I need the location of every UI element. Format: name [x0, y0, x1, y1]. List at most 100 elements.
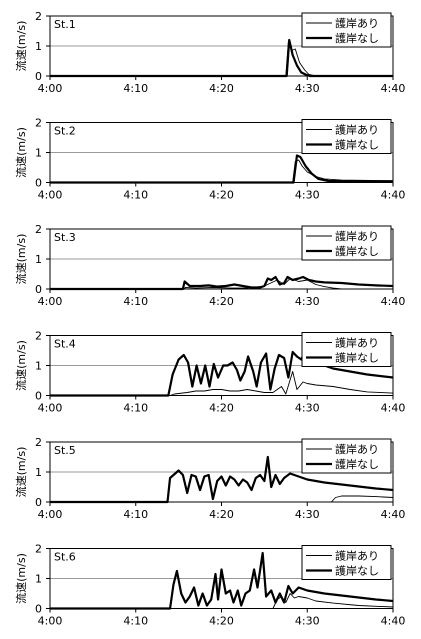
y-tick-label: 2	[35, 223, 42, 236]
x-tick-label: 4:20	[209, 615, 234, 628]
x-tick-label: 4:20	[209, 189, 234, 202]
y-tick-label: 0	[35, 283, 42, 296]
legend-label: 護岸あり	[335, 229, 379, 243]
x-tick-label: 4:40	[381, 615, 406, 628]
y-tick-label: 1	[35, 466, 42, 479]
series-line-gogan-nashi	[50, 38, 393, 78]
legend-label: 護岸なし	[335, 138, 379, 152]
y-tick-label: 0	[35, 496, 42, 509]
series-line-gogan-nashi	[50, 551, 394, 610]
y-tick-label: 1	[35, 40, 42, 53]
y-tick-label: 2	[35, 117, 42, 130]
chart-panel-5: 4:00 4:10 4:20 4:30 4:40 0 1 2 流速(m/s) St.5 護岸あり護岸…	[14, 436, 405, 521]
y-tick-label: 0	[35, 177, 42, 190]
legend-box	[301, 438, 392, 474]
legend-label: 護岸なし	[335, 457, 379, 471]
y-tick-label: 1	[35, 253, 42, 266]
chart-panel-3: 4:00 4:10 4:20 4:30 4:40 0 1 2 流速(m/s) St.3 護岸あり護岸…	[14, 223, 405, 308]
series-line-gogan-ari	[50, 278, 393, 290]
station-label: St.3	[54, 231, 76, 244]
x-tick-label: 4:10	[123, 295, 148, 308]
station-label: St.1	[54, 18, 76, 31]
x-tick-label: 4:00	[38, 82, 63, 95]
y-axis-label: 流速(m/s)	[14, 234, 28, 285]
x-tick-label: 4:30	[295, 615, 320, 628]
x-tick-label: 4:40	[381, 189, 406, 202]
chart-panel-1: 4:00 4:10 4:20 4:30 4:40 0 1 2 流速(m/s) St.1 護岸あり護岸…	[14, 10, 405, 95]
y-tick-label: 0	[35, 603, 42, 616]
x-tick-label: 4:10	[123, 508, 148, 521]
x-tick-label: 4:30	[295, 402, 320, 415]
x-tick-label: 4:30	[295, 82, 320, 95]
y-axis-label: 流速(m/s)	[14, 447, 28, 498]
station-label: St.2	[54, 125, 76, 138]
station-label: St.6	[54, 551, 76, 564]
chart-panel-2: 4:00 4:10 4:20 4:30 4:40 0 1 2 流速(m/s) St.2 護岸あり護岸…	[14, 117, 405, 202]
x-tick-label: 4:20	[209, 82, 234, 95]
legend-box	[301, 12, 392, 48]
y-axis-label: 流速(m/s)	[14, 553, 28, 604]
legend-label: 護岸なし	[335, 244, 379, 258]
x-tick-label: 4:00	[38, 508, 63, 521]
y-tick-label: 2	[35, 436, 42, 449]
y-tick-label: 1	[35, 573, 42, 586]
legend-label: 護岸あり	[335, 549, 379, 563]
legend-label: 護岸あり	[335, 123, 379, 137]
x-tick-label: 4:10	[123, 402, 148, 415]
x-tick-label: 4:00	[38, 402, 63, 415]
chart-panel-6: 4:00 4:10 4:20 4:30 4:40 0 1 2 流速(m/s) St.6 護岸あり護岸…	[14, 543, 405, 628]
legend-label: 護岸あり	[335, 442, 379, 456]
x-tick-label: 4:30	[295, 508, 320, 521]
y-axis-label: 流速(m/s)	[14, 127, 28, 178]
x-tick-label: 4:00	[38, 189, 63, 202]
y-tick-label: 0	[35, 70, 42, 83]
y-tick-label: 2	[35, 330, 42, 343]
series-line-gogan-ari	[50, 371, 394, 396]
y-tick-label: 1	[35, 360, 42, 373]
x-tick-label: 4:30	[295, 189, 320, 202]
x-tick-label: 4:20	[209, 295, 234, 308]
y-tick-label: 2	[35, 543, 42, 556]
y-tick-label: 0	[35, 390, 42, 403]
station-label: St.4	[54, 338, 76, 351]
legend-box	[301, 545, 392, 580]
legend-label: 護岸あり	[335, 16, 379, 30]
x-tick-label: 4:10	[123, 189, 148, 202]
legend-label: 護岸あり	[335, 336, 379, 350]
legend-box	[301, 119, 392, 154]
x-tick-label: 4:40	[381, 508, 406, 521]
legend-box	[301, 332, 392, 367]
x-tick-label: 4:10	[123, 615, 148, 628]
chart-panel-4: 4:00 4:10 4:20 4:30 4:40 0 1 2 流速(m/s) St.4 護岸あり護岸…	[14, 330, 405, 415]
series-line-gogan-ari	[50, 495, 394, 503]
x-tick-label: 4:20	[209, 402, 234, 415]
series-line-gogan-nashi	[50, 154, 393, 184]
y-tick-label: 1	[35, 147, 42, 160]
x-tick-label: 4:00	[38, 295, 63, 308]
series-line-gogan-nashi	[50, 275, 394, 291]
station-label: St.5	[54, 444, 76, 457]
x-tick-label: 4:40	[381, 402, 406, 415]
x-tick-label: 4:20	[209, 508, 234, 521]
x-tick-label: 4:00	[38, 615, 63, 628]
y-axis-label: 流速(m/s)	[14, 21, 28, 72]
legend-label: 護岸なし	[335, 31, 379, 45]
x-tick-label: 4:40	[381, 295, 406, 308]
series-line-gogan-ari	[50, 159, 394, 183]
x-tick-label: 4:40	[381, 82, 406, 95]
y-axis-label: 流速(m/s)	[14, 340, 28, 391]
series-line-gogan-nashi	[50, 455, 394, 504]
x-tick-label: 4:30	[295, 295, 320, 308]
legend-label: 護岸なし	[335, 351, 379, 365]
y-tick-label: 2	[35, 10, 42, 23]
legend-box	[301, 225, 392, 261]
x-tick-label: 4:10	[123, 82, 148, 95]
legend-label: 護岸なし	[335, 564, 379, 578]
